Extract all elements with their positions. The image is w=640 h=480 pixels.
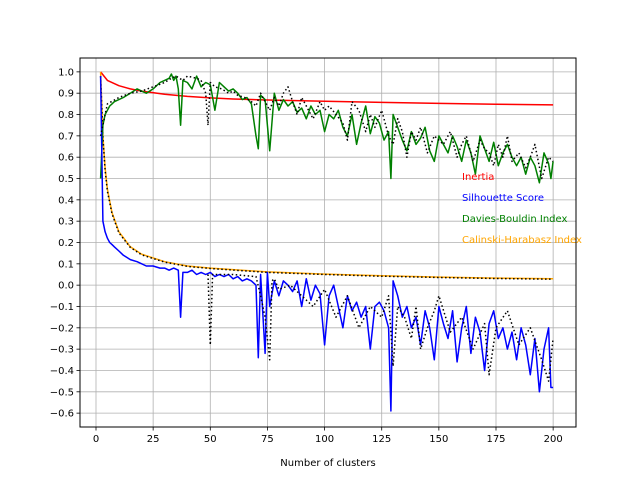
legend: Inertia Silhouette Score Davies-Bouldin In… — [462, 172, 582, 246]
x-tick-label: 175 — [486, 434, 505, 445]
y-tick-label: −0.6 — [50, 409, 74, 420]
y-tick-label: −0.3 — [50, 345, 74, 356]
ticks: 0 25 50 75 100 125 150 175 200 1.0 0.9 0.8 0.7 0.6 0.5… — [50, 67, 563, 445]
y-tick-label: 0.6 — [58, 153, 74, 164]
y-tick-label: 0.9 — [58, 89, 74, 100]
y-tick-label: 0.8 — [58, 110, 74, 121]
x-tick-label: 50 — [204, 434, 217, 445]
x-tick-label: 0 — [93, 434, 99, 445]
y-tick-label: −0.1 — [50, 302, 74, 313]
grid — [80, 58, 576, 427]
dotted-reference-line — [99, 76, 554, 280]
x-axis-label: Number of clusters — [280, 458, 375, 469]
y-tick-label: −0.2 — [50, 323, 74, 334]
y-tick-label: 0.7 — [58, 131, 74, 142]
y-tick-label: 1.0 — [58, 67, 74, 78]
y-tick-label: 0.0 — [58, 281, 74, 292]
silhouette-score-line — [99, 76, 554, 412]
legend-entry: Inertia — [462, 172, 494, 183]
legend-entry: Silhouette Score — [462, 193, 544, 204]
inertia-line — [100, 71, 554, 106]
davies-bouldin-index-line — [99, 73, 554, 184]
x-tick-label: 125 — [372, 434, 391, 445]
legend-entry: Davies-Bouldin Index — [462, 214, 567, 225]
y-tick-label: −0.5 — [50, 387, 74, 398]
calinski-harabasz-index-line — [99, 71, 554, 280]
y-tick-label: 0.1 — [58, 259, 74, 270]
y-tick-label: 0.5 — [58, 174, 74, 185]
y-tick-label: −0.4 — [50, 366, 74, 377]
dotted-reference-line — [207, 273, 554, 382]
y-tick-label: 0.4 — [58, 195, 74, 206]
x-tick-label: 200 — [544, 434, 563, 445]
legend-entry: Calinski-Harabasz Index — [462, 235, 582, 246]
dotted-reference-line — [99, 75, 554, 180]
x-tick-label: 75 — [261, 434, 274, 445]
x-tick-label: 100 — [315, 434, 334, 445]
y-tick-label: 0.3 — [58, 217, 74, 228]
series-layer — [99, 71, 554, 412]
x-tick-label: 150 — [429, 434, 448, 445]
y-tick-label: 0.2 — [58, 238, 74, 249]
x-tick-label: 25 — [147, 434, 160, 445]
